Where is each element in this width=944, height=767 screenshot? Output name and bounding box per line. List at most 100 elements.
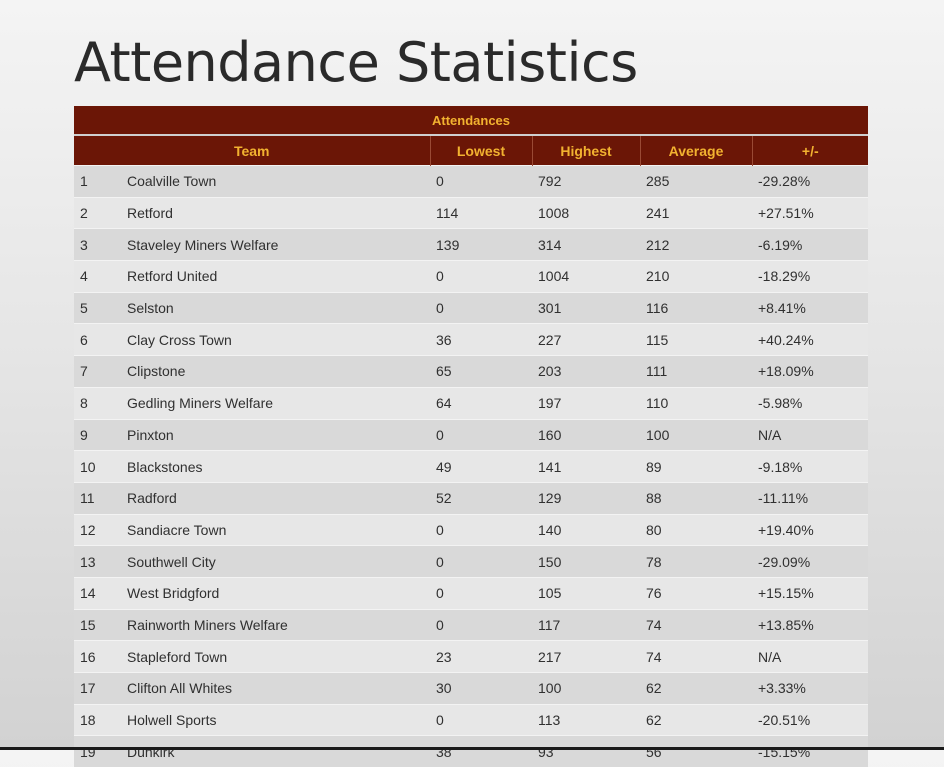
team-cell: Retford United xyxy=(120,261,430,293)
team-cell: Pinxton xyxy=(120,419,430,451)
highest-cell: 792 xyxy=(532,166,640,198)
average-cell: 212 xyxy=(640,229,752,261)
team-cell: Clay Cross Town xyxy=(120,324,430,356)
average-cell: 89 xyxy=(640,451,752,483)
change-cell: +40.24% xyxy=(752,324,868,356)
change-cell: -5.98% xyxy=(752,387,868,419)
lowest-cell: 139 xyxy=(430,229,532,261)
team-cell: Sandiacre Town xyxy=(120,514,430,546)
team-cell: Rainworth Miners Welfare xyxy=(120,609,430,641)
column-header-lowest[interactable]: Lowest xyxy=(430,135,532,166)
rank-cell: 10 xyxy=(74,451,120,483)
team-cell: Radford xyxy=(120,482,430,514)
average-cell: 62 xyxy=(640,673,752,705)
rank-cell: 19 xyxy=(74,736,120,767)
rank-cell: 7 xyxy=(74,356,120,388)
highest-cell: 100 xyxy=(532,673,640,705)
highest-cell: 197 xyxy=(532,387,640,419)
lowest-cell: 36 xyxy=(430,324,532,356)
highest-cell: 117 xyxy=(532,609,640,641)
change-cell: N/A xyxy=(752,641,868,673)
team-cell: Holwell Sports xyxy=(120,704,430,736)
lowest-cell: 0 xyxy=(430,577,532,609)
change-cell: +3.33% xyxy=(752,673,868,705)
lowest-cell: 0 xyxy=(430,514,532,546)
lowest-cell: 0 xyxy=(430,546,532,578)
highest-cell: 129 xyxy=(532,482,640,514)
column-header-team[interactable]: Team xyxy=(74,135,430,166)
rank-cell: 13 xyxy=(74,546,120,578)
highest-cell: 217 xyxy=(532,641,640,673)
lowest-cell: 49 xyxy=(430,451,532,483)
attendance-table: Attendances Team Lowest Highest Average … xyxy=(74,106,868,767)
lowest-cell: 0 xyxy=(430,292,532,324)
highest-cell: 203 xyxy=(532,356,640,388)
group-header-attendances: Attendances xyxy=(74,106,868,135)
average-cell: 74 xyxy=(640,641,752,673)
change-cell: N/A xyxy=(752,419,868,451)
average-cell: 115 xyxy=(640,324,752,356)
change-cell: -11.11% xyxy=(752,482,868,514)
change-cell: -29.09% xyxy=(752,546,868,578)
rank-cell: 9 xyxy=(74,419,120,451)
highest-cell: 141 xyxy=(532,451,640,483)
column-header-change[interactable]: +/- xyxy=(752,135,868,166)
team-cell: West Bridgford xyxy=(120,577,430,609)
change-cell: +8.41% xyxy=(752,292,868,324)
highest-cell: 314 xyxy=(532,229,640,261)
average-cell: 116 xyxy=(640,292,752,324)
lowest-cell: 23 xyxy=(430,641,532,673)
average-cell: 210 xyxy=(640,261,752,293)
lowest-cell: 0 xyxy=(430,704,532,736)
group-header-row: Attendances xyxy=(74,106,868,135)
rank-cell: 2 xyxy=(74,197,120,229)
rank-cell: 5 xyxy=(74,292,120,324)
rank-cell: 17 xyxy=(74,673,120,705)
rank-cell: 1 xyxy=(74,166,120,198)
column-header-average[interactable]: Average xyxy=(640,135,752,166)
rank-cell: 16 xyxy=(74,641,120,673)
average-cell: 110 xyxy=(640,387,752,419)
average-cell: 74 xyxy=(640,609,752,641)
highest-cell: 150 xyxy=(532,546,640,578)
lowest-cell: 0 xyxy=(430,419,532,451)
lowest-cell: 0 xyxy=(430,166,532,198)
change-cell: -9.18% xyxy=(752,451,868,483)
average-cell: 285 xyxy=(640,166,752,198)
team-cell: Selston xyxy=(120,292,430,324)
average-cell: 62 xyxy=(640,704,752,736)
average-cell: 241 xyxy=(640,197,752,229)
average-cell: 78 xyxy=(640,546,752,578)
rank-cell: 18 xyxy=(74,704,120,736)
rank-cell: 11 xyxy=(74,482,120,514)
highest-cell: 140 xyxy=(532,514,640,546)
highest-cell: 93 xyxy=(532,736,640,767)
change-cell: +18.09% xyxy=(752,356,868,388)
change-cell: -18.29% xyxy=(752,261,868,293)
change-cell: -20.51% xyxy=(752,704,868,736)
rank-cell: 14 xyxy=(74,577,120,609)
average-cell: 111 xyxy=(640,356,752,388)
lowest-cell: 52 xyxy=(430,482,532,514)
team-cell: Clipstone xyxy=(120,356,430,388)
column-header-highest[interactable]: Highest xyxy=(532,135,640,166)
lowest-cell: 114 xyxy=(430,197,532,229)
page-title: Attendance Statistics xyxy=(74,28,638,98)
